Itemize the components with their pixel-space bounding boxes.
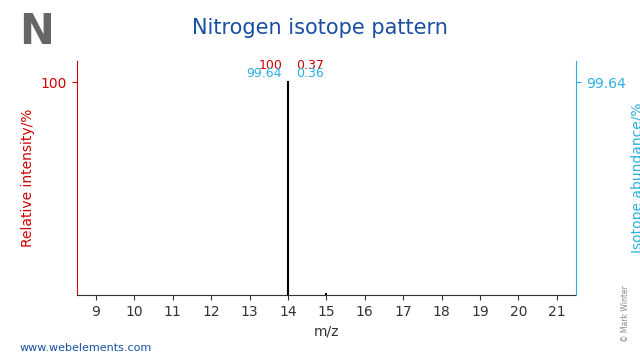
Y-axis label: Relative intensity/%: Relative intensity/% [21, 109, 35, 247]
Y-axis label: Isotope abundance/%: Isotope abundance/% [631, 103, 640, 253]
Text: 99.64: 99.64 [247, 67, 282, 80]
X-axis label: m/z: m/z [314, 324, 339, 338]
Text: 100: 100 [259, 59, 282, 72]
Text: 0.36: 0.36 [296, 67, 323, 80]
Text: © Mark Winter: © Mark Winter [621, 285, 630, 342]
Text: www.webelements.com: www.webelements.com [19, 343, 152, 353]
Text: N: N [19, 11, 54, 53]
Text: 0.37: 0.37 [296, 59, 324, 72]
Text: Nitrogen isotope pattern: Nitrogen isotope pattern [192, 18, 448, 38]
